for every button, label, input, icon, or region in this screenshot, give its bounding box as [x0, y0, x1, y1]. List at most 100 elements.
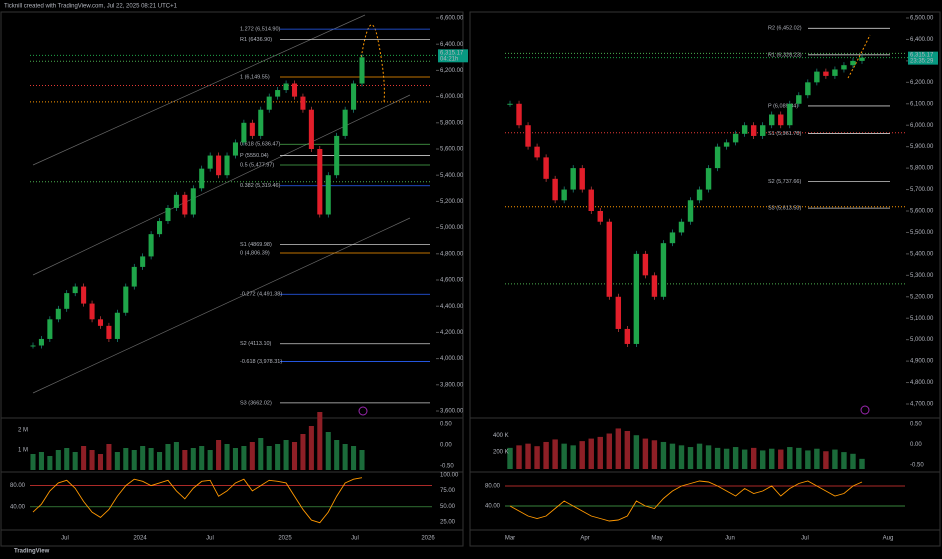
- candle: [778, 114, 784, 126]
- volume-bar: [64, 448, 70, 470]
- y-tick-label: 6,200.00: [440, 68, 464, 74]
- oscillator-y2-tick-label: 25.00: [440, 519, 456, 525]
- pivot-label: -0.272 (4,491.38): [240, 292, 282, 298]
- y-tick-label: 6,000.00: [440, 94, 464, 100]
- candle: [769, 114, 775, 126]
- candle: [30, 345, 36, 347]
- candle: [241, 122, 247, 143]
- y-tick-label: 4,200.00: [440, 330, 464, 336]
- volume-bar: [317, 412, 323, 470]
- candle: [615, 296, 622, 329]
- volume-bar: [351, 446, 357, 470]
- candle: [249, 122, 255, 136]
- candle: [678, 221, 685, 233]
- x-tick-label: Apr: [580, 536, 589, 542]
- candle: [750, 125, 757, 136]
- volume-tick-label: 1 M: [18, 448, 28, 454]
- candle: [579, 168, 585, 190]
- left-panel: [0, 11, 464, 547]
- candle: [342, 109, 348, 136]
- x-tick-label: 2026: [421, 536, 435, 542]
- icon: [860, 405, 870, 415]
- volume-bar: [123, 448, 129, 470]
- volume-bar: [534, 446, 540, 469]
- candle: [570, 168, 576, 190]
- volume-bar: [148, 448, 154, 470]
- pivot-label: P (5550.04): [240, 153, 269, 159]
- candle: [642, 253, 649, 276]
- volume-y2-tick-label: -0.50: [910, 462, 924, 468]
- volume-bar: [47, 456, 53, 470]
- candle: [814, 71, 820, 83]
- volume-bar: [778, 449, 784, 469]
- volume-bar: [705, 445, 712, 469]
- volume-bar: [266, 446, 272, 470]
- y-tick-label: 5,400.00: [440, 173, 464, 179]
- y-tick-label: 5,400.00: [910, 251, 934, 257]
- y-tick-label: 6,500.00: [910, 16, 934, 22]
- candle: [55, 308, 61, 320]
- pivot-label: R1 (6436.90): [240, 37, 272, 43]
- candle: [705, 168, 712, 190]
- candle: [552, 178, 558, 201]
- volume-bar: [579, 441, 585, 469]
- y-tick-label: 5,300.00: [910, 273, 934, 279]
- pivot-label: -0.618 (3,978.31): [240, 359, 282, 365]
- last-price-label: 6,315.17: [440, 50, 464, 56]
- volume-bar: [507, 447, 513, 469]
- candle: [173, 194, 179, 208]
- candle: [561, 189, 567, 201]
- pivot-label: S3 (3662.02): [240, 400, 272, 406]
- volume-bar: [750, 447, 757, 469]
- candle: [516, 103, 522, 126]
- volume-bar: [714, 447, 721, 469]
- candle: [64, 293, 70, 309]
- candle: [81, 286, 87, 304]
- volume-bar: [275, 444, 281, 470]
- candle: [165, 207, 171, 222]
- volume-bar: [769, 448, 775, 469]
- volume-bar: [131, 450, 137, 470]
- candle: [351, 83, 357, 110]
- volume-bar: [342, 444, 348, 470]
- x-tick-label: Jul: [351, 536, 359, 542]
- candle: [72, 286, 78, 294]
- y-tick-label: 5,800.00: [910, 166, 934, 172]
- volume-y2-tick-label: -0.50: [440, 463, 454, 469]
- volume-bar: [241, 446, 247, 470]
- candle: [232, 142, 238, 156]
- volume-bar: [796, 447, 802, 469]
- volume-bar: [850, 453, 856, 469]
- x-tick-label: Jun: [725, 536, 735, 542]
- candle: [38, 338, 44, 346]
- pivot-label: S1 (5,961.78): [768, 131, 801, 137]
- volume-bar: [588, 438, 594, 469]
- oscillator-line: [32, 477, 363, 524]
- volume-bar: [859, 458, 865, 469]
- candle: [841, 65, 847, 70]
- y-tick-label: 4,800.00: [910, 380, 934, 386]
- candle: [224, 155, 230, 176]
- x-tick-label: 2024: [133, 536, 147, 542]
- candle: [140, 256, 146, 267]
- volume-bar: [678, 445, 685, 469]
- volume-bar: [157, 452, 163, 470]
- y-tick-label: 6,400.00: [440, 42, 464, 48]
- volume-bar: [232, 448, 238, 470]
- footer-logo: TradingView: [14, 549, 50, 555]
- y-tick-label: 4,700.00: [910, 402, 934, 408]
- pivot-label: S1 (4869.98): [240, 242, 272, 248]
- candle: [258, 109, 264, 136]
- oscillator-line: [509, 480, 863, 522]
- y-tick-label: 5,900.00: [910, 144, 934, 150]
- volume-bar: [81, 446, 87, 470]
- candle: [669, 232, 676, 244]
- candle: [805, 82, 811, 96]
- candle: [190, 188, 196, 215]
- volume-bar: [823, 451, 829, 469]
- volume-bar: [30, 454, 36, 470]
- candle: [334, 135, 340, 176]
- volume-bar: [97, 454, 104, 470]
- y-tick-label: 3,600.00: [440, 409, 464, 415]
- candle: [651, 275, 658, 297]
